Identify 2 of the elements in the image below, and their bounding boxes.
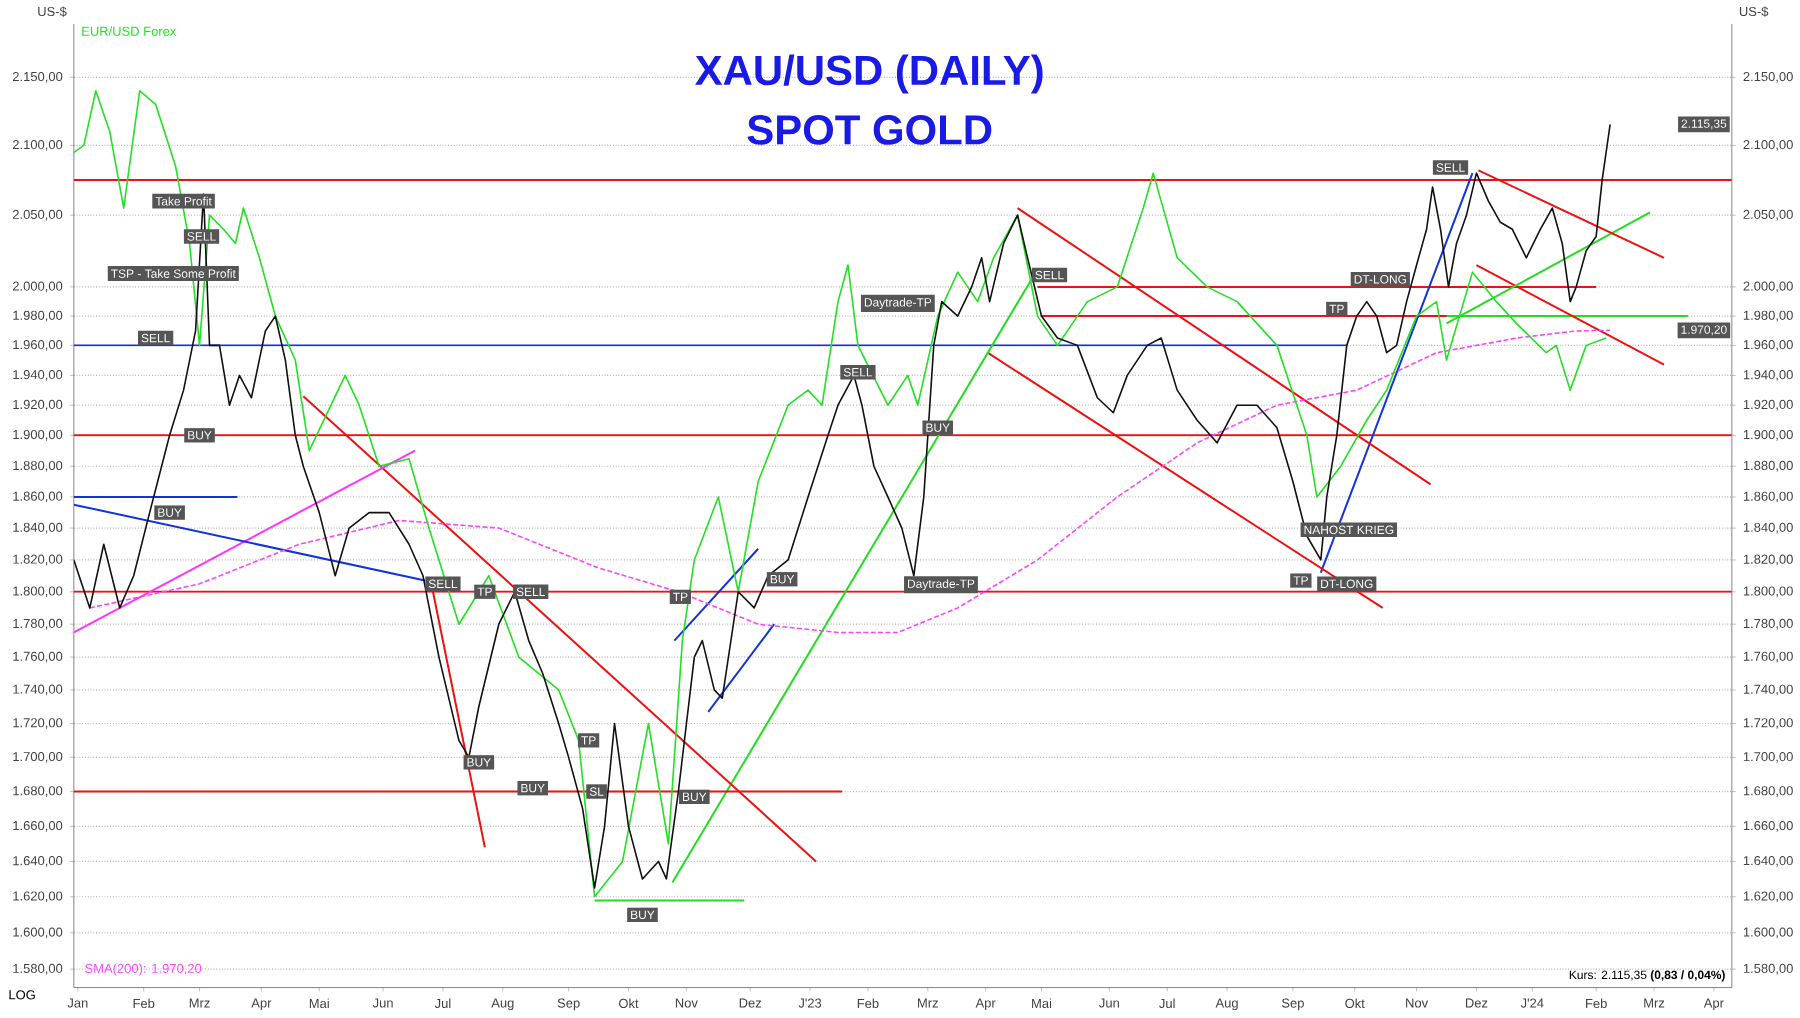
text: XAU/USD (DAILY) [695,54,1043,94]
text: SPOT GOLD [747,115,992,146]
